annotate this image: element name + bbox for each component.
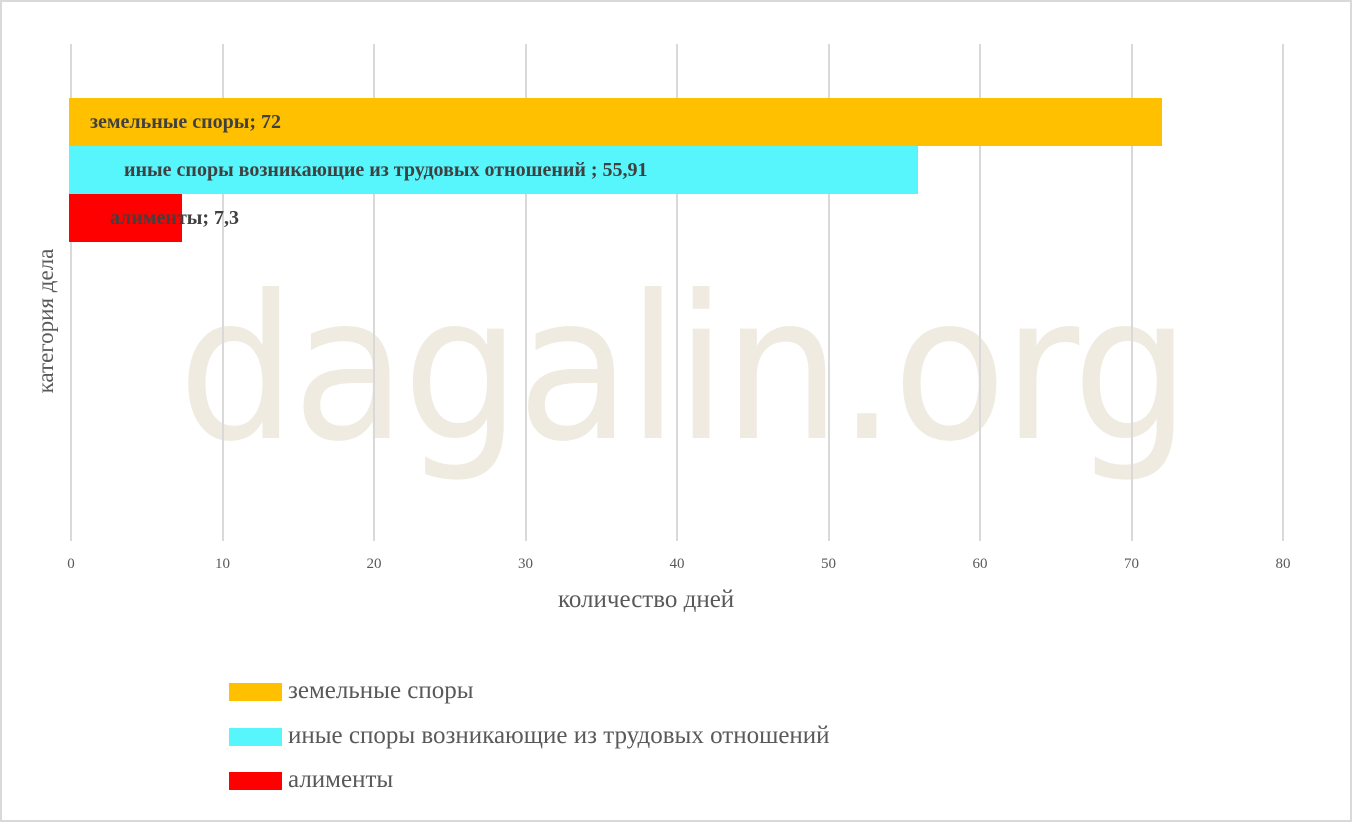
x-tick-label: 80 — [1275, 556, 1291, 572]
legend-label: алименты — [288, 766, 394, 793]
legend-item-land-disputes[interactable]: земельные споры — [229, 676, 830, 721]
legend-label: земельные споры — [288, 677, 474, 704]
x-tick-label: 10 — [215, 556, 230, 572]
bar[interactable] — [69, 98, 1162, 146]
x-axis-title-text: количество дней — [558, 586, 735, 613]
legend-label: иные споры возникающие из трудовых отнош… — [288, 721, 830, 749]
gridline — [1130, 44, 1133, 541]
bar[interactable] — [69, 194, 182, 242]
gridline — [373, 44, 375, 541]
gridline — [524, 44, 527, 541]
x-tick-label: 50 — [821, 556, 836, 572]
legend-item-labor-disputes[interactable]: иные споры возникающие из трудовых отнош… — [229, 721, 830, 766]
x-tick-label: 20 — [366, 556, 382, 572]
bar-data-label: иные споры возникающие из трудовых отнош… — [124, 159, 648, 181]
x-tick-label: 60 — [972, 556, 988, 572]
gridline — [70, 44, 72, 541]
gridline — [827, 44, 830, 541]
gridline — [979, 44, 981, 541]
x-tick-label: 70 — [1124, 556, 1139, 572]
gridline — [221, 44, 224, 541]
legend-item-alimony[interactable]: алименты — [229, 765, 830, 810]
legend-swatch — [229, 772, 282, 790]
x-tick-label: 40 — [669, 556, 685, 572]
gridline — [1282, 44, 1284, 541]
watermark: dagalin.org — [178, 253, 1190, 486]
gridline — [676, 44, 678, 541]
x-tick-label: 30 — [518, 556, 533, 572]
bar-data-label: алименты; 7,3 — [110, 207, 240, 229]
bar-data-label: земельные споры; 72 — [90, 111, 282, 133]
x-tick-label: 0 — [67, 556, 75, 572]
y-axis-title: категория дела — [33, 248, 58, 394]
legend: земельные споры иные споры возникающие и… — [229, 676, 830, 810]
bar[interactable] — [69, 146, 919, 194]
legend-swatch — [229, 683, 282, 701]
legend-swatch — [229, 727, 282, 746]
